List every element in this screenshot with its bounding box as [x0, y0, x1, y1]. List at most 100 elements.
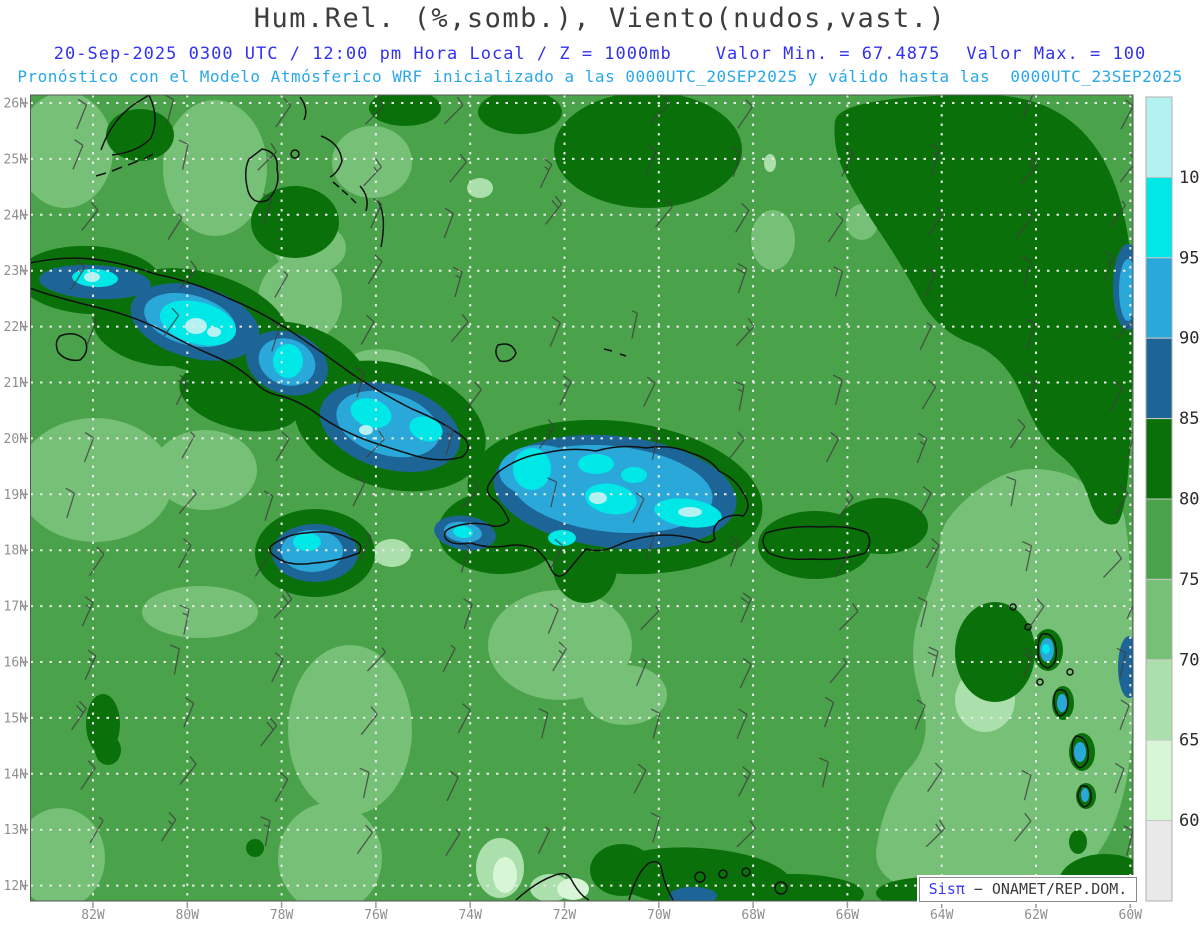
wind-barb	[160, 811, 177, 842]
wind-barb	[461, 480, 480, 509]
sispi-logo: Sisπ	[928, 880, 965, 898]
wind-barb	[452, 266, 463, 298]
humidity-region	[95, 735, 121, 765]
model-info-line: Pronóstico con el Modelo Atmósferico WRF…	[17, 67, 1183, 86]
lon-tick-label: 70W	[647, 908, 671, 923]
humidity-region	[478, 95, 562, 134]
wind-barb	[1103, 251, 1115, 282]
wind-barb	[179, 756, 197, 785]
small-island-coastline	[1024, 623, 1032, 631]
colorbar-tick-label: 90	[1179, 329, 1199, 349]
lat-tick-label: 16N	[4, 656, 27, 671]
humidity-region	[554, 95, 742, 208]
lat-tick-label: 22N	[4, 320, 27, 335]
wind-barb	[727, 431, 745, 461]
wind-barb	[739, 657, 752, 689]
coastline	[299, 96, 307, 121]
coastline	[1071, 735, 1090, 769]
humidity-region	[467, 178, 493, 198]
wind-barb	[178, 139, 189, 170]
coastline	[495, 343, 517, 363]
wind-barb	[164, 95, 175, 125]
wind-barb	[559, 375, 572, 406]
wind-barb	[736, 819, 756, 848]
humidity-region	[553, 531, 617, 603]
humidity-region	[513, 448, 551, 490]
coastline	[603, 348, 627, 357]
wind-barb	[925, 819, 946, 848]
wind-barb	[72, 139, 84, 170]
wind-barb	[274, 772, 289, 803]
wind-barb	[84, 649, 97, 680]
wind-barb	[273, 590, 293, 619]
wind-barb	[919, 322, 933, 350]
humidity-region	[273, 344, 303, 378]
humidity-region	[751, 210, 795, 270]
wind-barb	[649, 429, 659, 461]
wind-barb	[1115, 315, 1133, 340]
humidity-region	[369, 95, 441, 126]
wind-barb	[1114, 485, 1129, 517]
wind-barb	[538, 419, 556, 449]
coastline	[443, 445, 749, 577]
map-border	[30, 94, 1134, 902]
wind-barb	[271, 652, 284, 683]
colorbar-segment	[1145, 176, 1173, 259]
small-island-coastline	[774, 881, 788, 895]
wind-barb	[179, 604, 190, 635]
humidity-region	[409, 416, 443, 442]
value-max-text: Valor Max. = 100	[966, 44, 1147, 64]
wind-barb	[1114, 762, 1125, 794]
humidity-field	[30, 95, 1133, 901]
lat-tick-label: 15N	[4, 711, 27, 726]
coastline	[245, 148, 279, 203]
coastline	[1053, 689, 1069, 717]
colorbar-segment	[1145, 498, 1173, 580]
small-island-coastline	[1036, 678, 1044, 686]
wind-barb	[83, 431, 95, 463]
lat-tick-label: 12N	[4, 879, 27, 894]
wind-barb	[1021, 256, 1032, 287]
wind-barb	[1116, 647, 1127, 679]
watermark-separator: −	[964, 880, 992, 898]
wind-barb	[352, 476, 366, 507]
lat-tick-label: 24N	[4, 208, 27, 223]
wind-barb	[549, 316, 561, 347]
wind-barb	[275, 431, 290, 462]
coastline	[111, 95, 156, 156]
coastline	[269, 531, 362, 565]
lat-tick-label: 19N	[4, 488, 27, 503]
humidity-region	[293, 533, 321, 551]
humidity-region	[1081, 788, 1089, 802]
wind-barb	[823, 696, 835, 728]
wind-barb	[728, 536, 740, 567]
wind-barb	[1026, 373, 1037, 405]
humidity-region	[1119, 259, 1133, 321]
wind-barb	[738, 766, 752, 797]
graticule	[30, 95, 1133, 901]
wind-barb	[550, 538, 564, 570]
coastline	[332, 181, 357, 204]
wind-barb	[86, 317, 97, 346]
wind-barb	[730, 146, 741, 178]
coastline	[30, 257, 469, 461]
coastline	[55, 333, 88, 362]
humidity-region	[246, 839, 264, 857]
wind-barb	[80, 760, 96, 790]
wind-barb	[88, 546, 105, 577]
colorbar-tick-label: 70	[1179, 650, 1199, 670]
wind-barb	[918, 486, 932, 517]
colorbar-frame	[1145, 96, 1173, 902]
wind-barb	[650, 812, 661, 843]
wind-barb	[833, 374, 843, 406]
lon-tick-label: 64W	[930, 908, 954, 923]
wind-barbs	[65, 95, 1133, 856]
wind-barb	[635, 658, 648, 687]
wind-barb	[1021, 770, 1032, 801]
wind-barb	[1016, 208, 1034, 238]
colorbar-segment	[1145, 820, 1173, 902]
humidity-region	[1057, 694, 1067, 712]
humidity-region	[583, 665, 667, 725]
wind-barb	[365, 430, 385, 459]
